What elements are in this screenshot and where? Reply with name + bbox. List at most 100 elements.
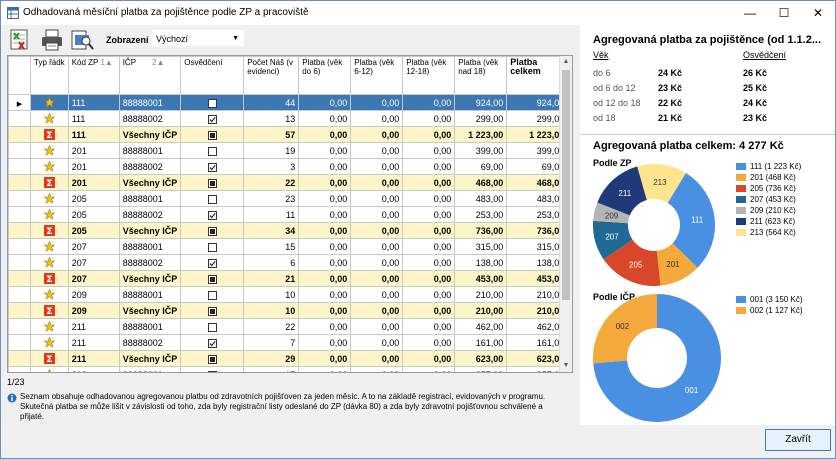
row-header[interactable]	[8, 238, 31, 255]
table-row[interactable]: 205 88888002 11 0,00 0,00 0,00 253,00 253,00	[8, 206, 569, 223]
row-header[interactable]: ▶	[8, 94, 31, 111]
table-row[interactable]: 207 88888002 6 0,00 0,00 0,00 138,00 138,00	[8, 254, 569, 271]
vertical-scrollbar[interactable]: ▲ ▼	[559, 56, 572, 372]
summary-row[interactable]: Σ 111 Všechny IČP 57 0,00 0,00 0,00 1 223,00 1 2…	[8, 126, 569, 143]
cell-osvedceni	[180, 318, 245, 335]
cell-platba-18: 210,00	[454, 286, 508, 303]
row-type-sum-icon: Σ	[43, 177, 55, 189]
row-header[interactable]	[8, 366, 31, 372]
checkbox[interactable]	[207, 98, 217, 108]
col-header-osvedceni[interactable]: Osvědčení	[180, 56, 245, 95]
table-row[interactable]: 111 88888002 13 0,00 0,00 0,00 299,00 299,00	[8, 110, 569, 127]
cell-typ	[30, 334, 69, 351]
minimize-button[interactable]: —	[744, 6, 756, 20]
row-header[interactable]	[8, 142, 31, 159]
close-window-button[interactable]: ✕	[812, 6, 824, 20]
cell-pocet: 29	[243, 350, 300, 367]
cell-platba-6-12: 0,00	[350, 318, 404, 335]
checkbox-checked-icon[interactable]	[207, 338, 217, 348]
cell-platba-6: 0,00	[298, 110, 352, 127]
table-row[interactable]: 211 88888001 22 0,00 0,00 0,00 462,00 462,00	[8, 318, 569, 335]
cell-platba-6: 0,00	[298, 302, 352, 319]
checkbox-checked-icon[interactable]	[207, 162, 217, 172]
summary-row-label: od 6 do 12	[593, 83, 636, 93]
row-header[interactable]	[8, 222, 31, 239]
cell-pocet: 22	[243, 174, 300, 191]
checkbox[interactable]	[207, 146, 217, 156]
checkbox-checked-icon[interactable]	[207, 258, 217, 268]
row-header[interactable]	[8, 158, 31, 175]
chart-title-icp: Podle IČP	[593, 292, 636, 302]
col-header-platba-12-18[interactable]: Platba (věk 12-18)	[402, 56, 456, 95]
row-header[interactable]	[8, 334, 31, 351]
col-header-icp[interactable]: IČP 2▲	[118, 56, 182, 95]
row-header[interactable]	[8, 190, 31, 207]
printer-icon[interactable]	[39, 27, 65, 53]
checkbox[interactable]	[207, 306, 217, 316]
row-header[interactable]	[8, 270, 31, 287]
scroll-up-icon[interactable]: ▲	[562, 58, 570, 65]
pie-slice-201	[656, 243, 698, 286]
row-header[interactable]	[8, 302, 31, 319]
table-row[interactable]: 21388888001170,000,000,00357,00357,00	[8, 366, 569, 372]
summary-row[interactable]: Σ 201 Všechny IČP 22 0,00 0,00 0,00 468,00 468,0…	[8, 174, 569, 191]
table-row[interactable]: 201 88888002 3 0,00 0,00 0,00 69,00 69,00	[8, 158, 569, 175]
col-header-platba-6[interactable]: Platba (věk do 6)	[298, 56, 352, 95]
row-header[interactable]	[8, 126, 31, 143]
col-header-typ[interactable]: Typ řádk	[30, 56, 69, 95]
view-select[interactable]: Výchozí ▼	[152, 30, 244, 46]
checkbox[interactable]	[207, 226, 217, 236]
row-header[interactable]	[8, 174, 31, 191]
table-row[interactable]: 211 88888002 7 0,00 0,00 0,00 161,00 161,00	[8, 334, 569, 351]
col-header-pocet[interactable]: Počet Náš (v evidenci)	[243, 56, 300, 95]
row-header[interactable]	[8, 350, 31, 367]
summary-row[interactable]: Σ 209 Všechny IČP 10 0,00 0,00 0,00 210,00 210,0…	[8, 302, 569, 319]
checkbox[interactable]	[207, 354, 217, 364]
summary-row[interactable]: Σ 207 Všechny IČP 21 0,00 0,00 0,00 453,00 453,0…	[8, 270, 569, 287]
maximize-button[interactable]: ☐	[778, 6, 790, 20]
checkbox-checked-icon[interactable]	[207, 210, 217, 220]
cell-icp: 88888001	[118, 238, 182, 255]
data-grid[interactable]: Typ řádk Kód ZP 1▲ IČP 2▲ Osvědčení Poče…	[7, 55, 573, 373]
checkbox[interactable]	[207, 290, 217, 300]
scroll-down-icon[interactable]: ▼	[562, 362, 570, 369]
checkbox[interactable]	[207, 194, 217, 204]
cell-osvedceni	[180, 126, 245, 143]
row-header[interactable]	[8, 318, 31, 335]
checkbox-checked-icon[interactable]	[207, 114, 217, 124]
checkbox[interactable]	[207, 242, 217, 252]
checkbox[interactable]	[207, 130, 217, 140]
cell-typ: Σ	[30, 350, 69, 367]
summary-row-label: do 6	[593, 68, 611, 78]
row-header[interactable]	[8, 254, 31, 271]
summary-row[interactable]: Σ 211 Všechny IČP 29 0,00 0,00 0,00 623,00 623,0…	[8, 350, 569, 367]
cell-platba-6-12: 0,00	[350, 238, 404, 255]
row-type-sum-icon: Σ	[43, 353, 55, 365]
checkbox[interactable]	[207, 370, 217, 372]
table-row[interactable]: 201 88888001 19 0,00 0,00 0,00 399,00 399,00	[8, 142, 569, 159]
close-button[interactable]: Zavřít	[765, 429, 831, 451]
summary-row[interactable]: Σ 205 Všechny IČP 34 0,00 0,00 0,00 736,00 736,0…	[8, 222, 569, 239]
cell-osvedceni	[180, 94, 245, 111]
row-header[interactable]	[8, 110, 31, 127]
row-header[interactable]	[8, 206, 31, 223]
grid-body: ▶ 111 88888001 44 0,00 0,00 0,00 924,00 924,00 11…	[8, 94, 569, 372]
col-header-platba-6-12[interactable]: Platba (věk 6-12)	[350, 56, 404, 95]
table-row[interactable]: ▶ 111 88888001 44 0,00 0,00 0,00 924,00 924,00	[8, 94, 569, 111]
checkbox[interactable]	[207, 322, 217, 332]
cell-pocet: 44	[243, 94, 300, 111]
print-preview-icon[interactable]	[69, 27, 95, 53]
table-row[interactable]: 205 88888001 23 0,00 0,00 0,00 483,00 483,00	[8, 190, 569, 207]
pie-slice-209	[593, 202, 630, 224]
col-header-platba-18[interactable]: Platba (věk nad 18)	[454, 56, 508, 95]
scrollbar-thumb[interactable]	[562, 70, 570, 300]
legend-label: 001 (3 150 Kč)	[750, 295, 803, 304]
row-header[interactable]	[8, 286, 31, 303]
cell-platba-18: 210,00	[454, 302, 508, 319]
checkbox[interactable]	[207, 274, 217, 284]
table-row[interactable]: 209 88888001 10 0,00 0,00 0,00 210,00 210,00	[8, 286, 569, 303]
col-header-kod-zp[interactable]: Kód ZP 1▲	[67, 56, 120, 95]
table-row[interactable]: 207 88888001 15 0,00 0,00 0,00 315,00 315,00	[8, 238, 569, 255]
excel-export-icon[interactable]	[7, 27, 33, 53]
checkbox[interactable]	[207, 178, 217, 188]
